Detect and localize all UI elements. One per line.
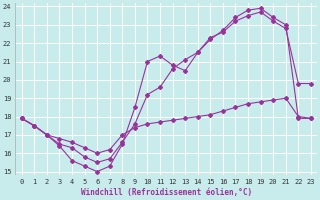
X-axis label: Windchill (Refroidissement éolien,°C): Windchill (Refroidissement éolien,°C)	[81, 188, 252, 197]
